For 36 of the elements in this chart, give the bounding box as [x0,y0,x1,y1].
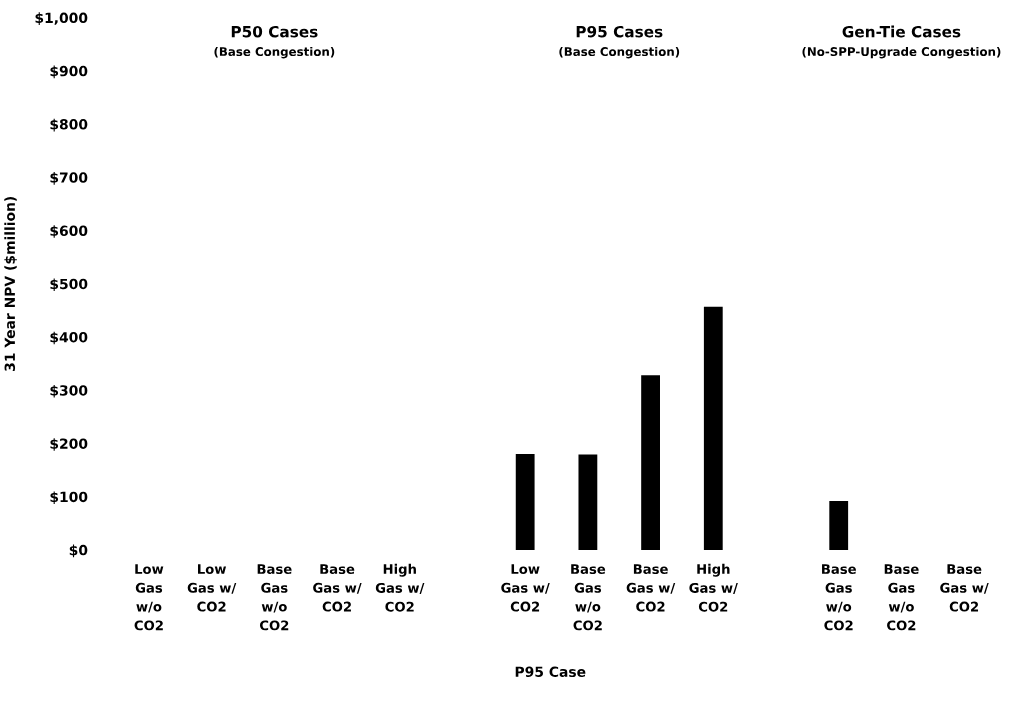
x-tick-label: Base Gas w/o CO2 [571,564,606,631]
x-tick-label: Base Gas w/o CO2 [822,564,856,631]
y-tick-label: $1,000 [35,12,88,25]
x-axis-title: P95 Case [515,666,586,677]
y-tick-label: $900 [50,65,88,79]
x-tick-label: Base Gas w/o CO2 [257,564,292,631]
x-tick-label: Low Gas w/ CO2 [187,564,237,612]
y-tick-label: $100 [50,491,88,504]
annotation: (Base Congestion) [214,46,335,59]
y-tick-label: $300 [50,384,88,398]
annotation: P95 Cases [576,25,663,38]
x-tick-label: High Gas w/ CO2 [375,563,425,612]
y-axis-title: 31 Year NPV ($million) [4,196,17,371]
y-tick-label: $200 [50,438,88,451]
bar [515,454,535,550]
y-tick-label: $800 [50,118,88,132]
annotation: P50 Cases [231,25,318,38]
x-tick-label: Base Gas w/ CO2 [626,564,676,612]
bar [578,454,598,550]
y-tick-label: $400 [50,331,88,345]
x-tick-label: Low Gas w/ CO2 [501,564,550,612]
annotation: (No-SPP-Upgrade Congestion) [802,46,1001,59]
y-tick-label: $600 [50,225,88,238]
annotation: (Base Congestion) [559,46,680,59]
y-tick-label: $0 [69,544,88,558]
annotation: Gen-Tie Cases [842,25,961,38]
y-tick-label: $700 [50,172,88,185]
x-tick-label: High Gas w/ CO2 [689,563,738,612]
bar [703,306,723,550]
x-tick-label: Base Gas w/ CO2 [313,564,362,612]
bar [829,500,849,550]
x-tick-label: Base Gas w/ CO2 [940,564,989,612]
bar [641,375,660,550]
x-tick-label: Base Gas w/o CO2 [884,564,919,631]
x-tick-label: Low Gas w/o CO2 [134,564,164,631]
y-tick-label: $500 [50,278,88,292]
